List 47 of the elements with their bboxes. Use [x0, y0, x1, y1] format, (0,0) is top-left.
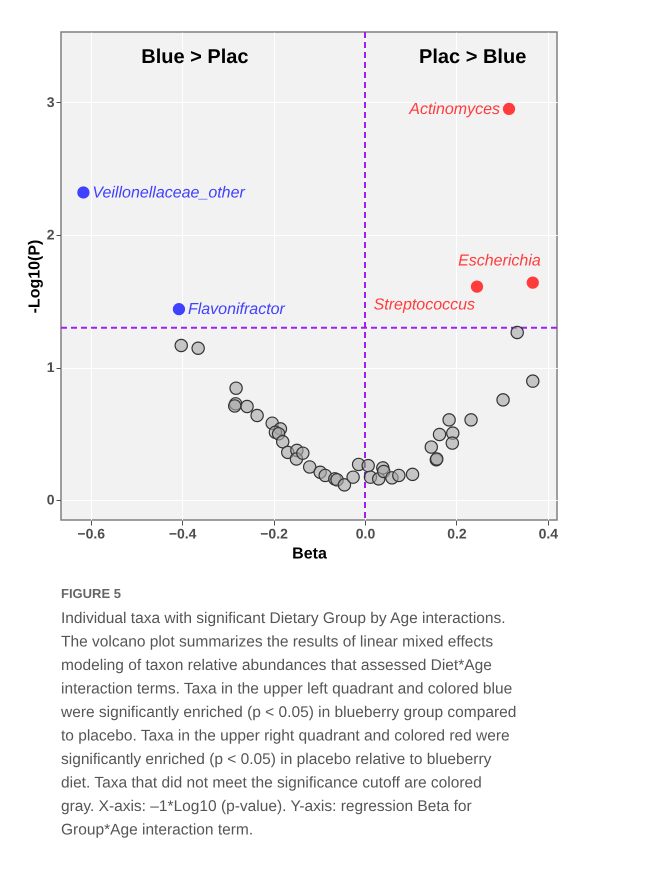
y-tick-label: 1: [46, 359, 55, 375]
point: [424, 440, 438, 454]
x-tick-label: 0.2: [447, 526, 467, 542]
annotation: Streptococcus: [374, 296, 475, 314]
annotation: Flavonifractor: [188, 301, 286, 318]
point: [510, 326, 524, 340]
point: [250, 408, 264, 422]
point: [392, 468, 406, 482]
point: [174, 338, 188, 352]
point: [470, 280, 484, 293]
caption: FIGURE 5: [61, 586, 121, 601]
point: [77, 186, 90, 199]
point: [338, 478, 352, 492]
point: [496, 393, 510, 407]
x-tick-label: 0.4: [538, 526, 558, 542]
point: [406, 468, 420, 482]
point: [502, 102, 516, 116]
point: [442, 413, 456, 427]
annotation: Blue > Plac: [141, 46, 249, 68]
point: [526, 276, 539, 289]
y-tick-label: 0: [46, 492, 55, 508]
x-tick-label: −0.4: [168, 526, 197, 542]
text: Individual taxa with significant Dietary Group by Age interactions. The volcano plot summarizes the results of linear mixed effects modeling of taxon relative abundances that assessed Diet*Age interaction terms. Taxa in the upper left quadrant and colored blue were significantly enriched (p < 0.05) in blueberry group compared to placebo. Taxa in the upper right quadrant and colored red were significantly enriched (p < 0.05) in placebo relative to blueberry diet. Taxa that did not meet the significance cutoff are colored gray. X-axis: –1*Log10 (p-value). Y-axis: regression Beta for Group*Age interaction term.: [61, 610, 516, 838]
point: [240, 400, 254, 414]
y-tick-label: 2: [46, 226, 55, 242]
y-tick-label: 3: [46, 94, 55, 110]
x-axis-title: Beta: [292, 546, 327, 562]
annotation: Plac > Blue: [419, 46, 526, 68]
annotation: Veillonellaceae_other: [92, 184, 246, 202]
point: [276, 435, 290, 448]
point: [191, 342, 205, 355]
point: [229, 381, 243, 395]
point: [361, 458, 375, 472]
x-tick-label: 0.0: [356, 526, 376, 542]
annotation: Escherichia: [458, 252, 541, 270]
annotation: Actinomyces: [408, 100, 500, 118]
point: [432, 428, 446, 442]
x-tick-label: −0.6: [77, 526, 106, 542]
point: [446, 436, 460, 450]
point: [302, 460, 316, 474]
point: [296, 446, 310, 460]
x-tick-label: −0.2: [260, 526, 288, 542]
point: [346, 470, 360, 484]
point: [172, 303, 186, 316]
y-axis-title: -Log10(P): [26, 240, 44, 314]
point: [464, 413, 478, 427]
point: [526, 374, 540, 388]
